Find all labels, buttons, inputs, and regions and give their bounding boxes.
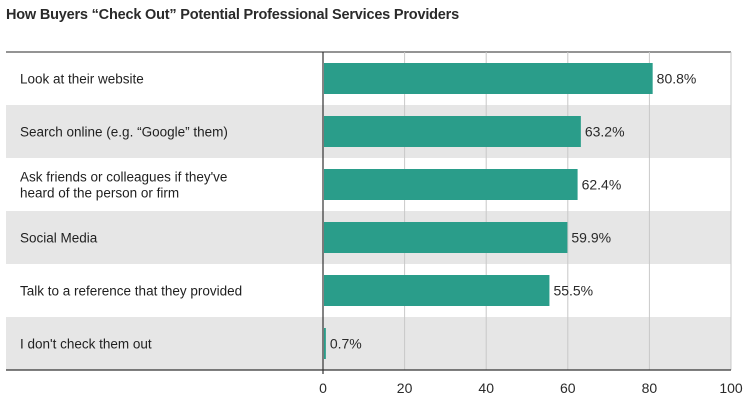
category-label: Look at their website <box>20 72 144 87</box>
category-label-line: Search online (e.g. “Google” them) <box>20 125 228 140</box>
category-label: Search online (e.g. “Google” them) <box>20 125 228 140</box>
bar <box>324 116 581 147</box>
x-tick-label: 20 <box>397 380 413 396</box>
row-band <box>6 317 731 370</box>
data-label: 55.5% <box>553 283 593 299</box>
data-label: 80.8% <box>657 71 697 87</box>
category-label-line: Ask friends or colleagues if they've <box>20 170 227 185</box>
data-label: 0.7% <box>330 336 362 352</box>
bar <box>324 328 326 359</box>
category-label: Talk to a reference that they provided <box>20 284 242 299</box>
x-tick-label: 0 <box>319 380 327 396</box>
x-tick-label: 60 <box>560 380 576 396</box>
category-label-line: I don't check them out <box>20 337 152 352</box>
category-label-line: heard of the person or firm <box>20 186 179 201</box>
bar <box>324 169 578 200</box>
x-tick-label: 40 <box>478 380 494 396</box>
data-label: 59.9% <box>571 230 611 246</box>
data-label: 63.2% <box>585 124 625 140</box>
bar <box>324 275 550 306</box>
x-tick-label: 100 <box>719 380 743 396</box>
category-label-line: Look at their website <box>20 72 144 87</box>
category-label: Social Media <box>20 231 98 246</box>
x-tick-label: 80 <box>642 380 658 396</box>
bar <box>324 63 653 94</box>
category-label-line: Social Media <box>20 231 98 246</box>
category-label-line: Talk to a reference that they provided <box>20 284 242 299</box>
data-label: 62.4% <box>582 177 622 193</box>
chart-title: How Buyers “Check Out” Potential Profess… <box>6 7 459 23</box>
category-label: I don't check them out <box>20 337 152 352</box>
category-label: Ask friends or colleagues if they've hear… <box>20 170 227 201</box>
bar <box>324 222 568 253</box>
